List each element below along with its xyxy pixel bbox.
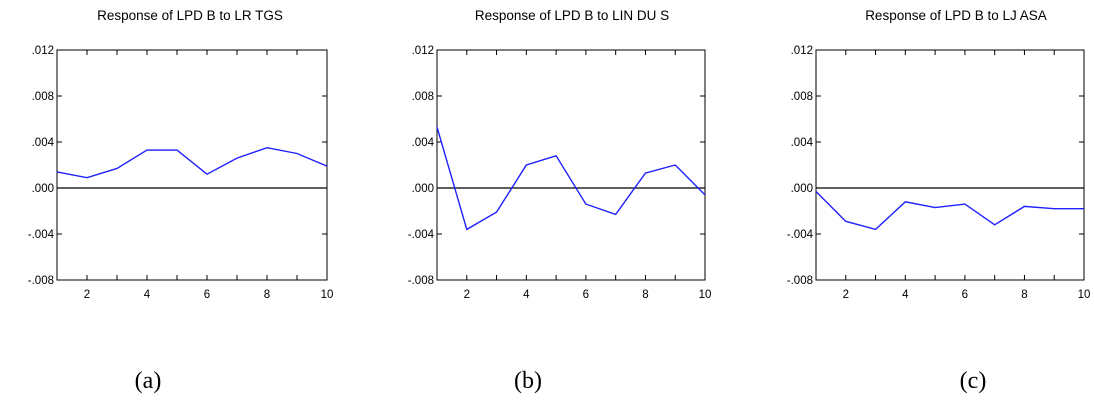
y-tick-label-c-0: .012 [791,45,813,57]
y-tick-label-c-2: .004 [791,137,814,149]
y-tick-label-b-2: .004 [412,137,435,149]
x-tick-label-c-0: 2 [843,289,849,301]
panel-caption-c: (c) [960,368,987,394]
chart-panel-b: Response of LPD B to LIN DU S .012 .008 .00… [408,8,712,394]
chart-title-c: Response of LPD B to LJ ASA [865,8,1047,23]
chart-title-b: Response of LPD B to LIN DU S [475,8,669,23]
y-tick-label-b-5: -.008 [408,275,434,287]
y-tick-label-a-4: -.004 [28,229,55,241]
plot-frame-b [436,49,706,281]
x-tick-label-a-4: 10 [321,289,334,301]
x-tick-label-c-1: 4 [902,289,909,301]
x-tick-label-c-3: 8 [1021,289,1027,301]
y-tick-label-b-4: -.004 [408,229,435,241]
y-tick-label-c-4: -.004 [787,229,814,241]
y-tick-label-a-1: .008 [32,91,54,103]
y-tick-label-b-3: .000 [412,183,434,195]
x-tick-label-c-2: 6 [962,289,968,301]
x-tick-label-a-2: 6 [204,289,210,301]
chart-panel-c: Response of LPD B to LJ ASA .012 .008 .004.… [787,8,1091,394]
x-tick-label-c-4: 10 [1078,289,1091,301]
response-line-c [815,190,1084,231]
x-tick-label-b-4: 10 [699,289,712,301]
y-tick-label-c-1: .008 [791,91,813,103]
y-tick-label-b-1: .008 [412,91,434,103]
y-tick-label-c-3: .000 [791,183,813,195]
panel-caption-b: (b) [514,368,542,394]
plot-frame-a [56,49,328,281]
y-tick-label-b-0: .012 [412,45,434,57]
x-tick-label-a-1: 4 [144,289,151,301]
x-tick-label-b-3: 8 [642,289,648,301]
x-tick-label-a-3: 8 [264,289,270,301]
response-line-b [436,126,706,231]
x-tick-label-a-0: 2 [84,289,90,301]
y-tick-label-a-2: .004 [32,137,55,149]
y-tick-label-a-5: -.008 [28,275,54,287]
y-tick-label-a-0: .012 [32,45,54,57]
plot-frame-c [815,49,1085,281]
x-tick-label-b-1: 4 [523,289,530,301]
chart-title-a: Response of LPD B to LR TGS [97,8,283,23]
panel-caption-a: (a) [135,368,162,394]
x-tick-label-b-0: 2 [464,289,470,301]
response-line-a [56,147,328,179]
y-tick-label-a-3: .000 [32,183,54,195]
chart-panel-a: Response of LPD B to LR TGS .012 .008 .004.… [28,8,334,394]
x-tick-label-b-2: 6 [583,289,589,301]
y-tick-label-c-5: -.008 [787,275,813,287]
